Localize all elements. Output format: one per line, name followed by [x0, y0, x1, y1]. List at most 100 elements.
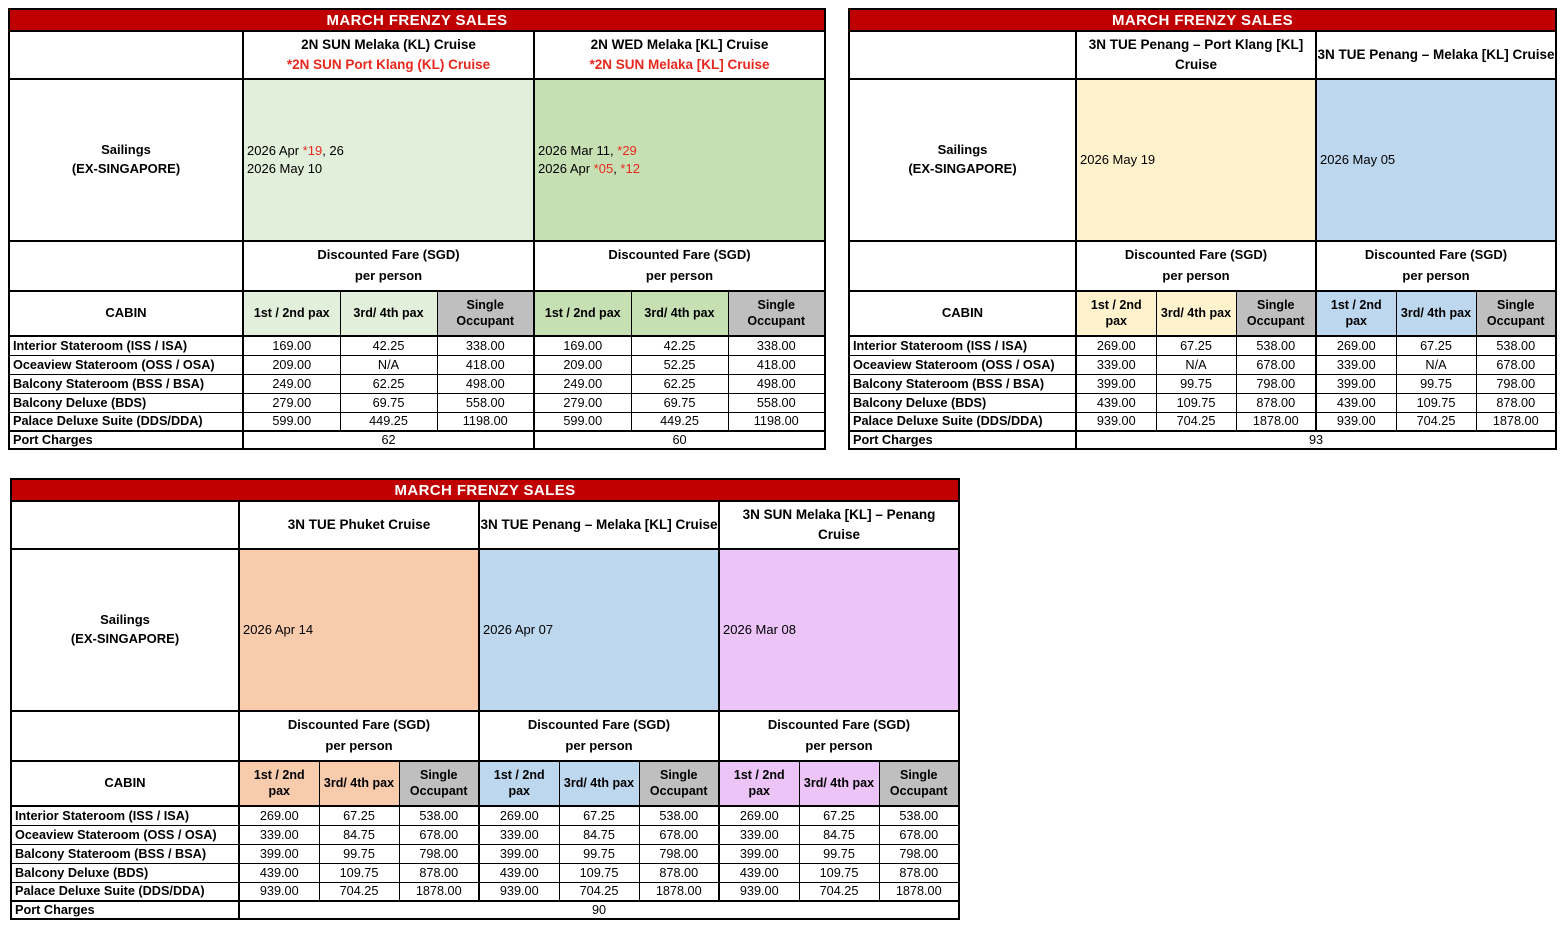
price-cell: 798.00	[1475, 373, 1557, 394]
price-cell: 67.25	[1395, 335, 1477, 356]
price-cell: 269.00	[238, 805, 320, 826]
price-cell: 439.00	[238, 862, 320, 883]
price-cell: 878.00	[1235, 392, 1317, 413]
sailing-dates-cell: 2026 Apr 14	[238, 548, 480, 712]
price-cell: 169.00	[533, 335, 632, 356]
price-cell: 1878.00	[1475, 411, 1557, 432]
cruise-name: 3N SUN Melaka [KL] – Penang Cruise	[742, 506, 936, 542]
price-cell: N/A	[1395, 354, 1477, 375]
cruise-name: 3N TUE Penang – Melaka [KL] Cruise	[1317, 46, 1555, 62]
fare-header: Discounted Fare (SGD) per person	[533, 240, 826, 292]
sailing-dates-cell: 2026 Mar 11, *29 2026 Apr *05, *12	[533, 78, 826, 242]
price-cell: 1878.00	[1235, 411, 1317, 432]
price-cell: 249.00	[242, 373, 341, 394]
price-cell: 704.25	[798, 881, 880, 902]
price-cell: 279.00	[242, 392, 341, 413]
price-cell: 67.25	[798, 805, 880, 826]
price-cell: 558.00	[727, 392, 826, 413]
price-cell: 418.00	[436, 354, 535, 375]
price-cell: 1878.00	[638, 881, 720, 902]
price-cell: 439.00	[718, 862, 800, 883]
cruise-name: 2N WED Melaka [KL] Cruise	[590, 36, 769, 52]
cabin-name: Palace Deluxe Suite (DDS/DDA)	[8, 411, 244, 432]
price-cell: 109.75	[318, 862, 400, 883]
sailing-dates-cell: 2026 Mar 08	[718, 548, 960, 712]
cabin-name: Balcony Stateroom (BSS / BSA)	[8, 373, 244, 394]
col-header-3rd-4th-pax: 3rd/ 4th pax	[630, 290, 729, 337]
price-cell: 939.00	[1075, 411, 1157, 432]
price-cell: 678.00	[878, 824, 960, 845]
price-cell: 704.25	[1155, 411, 1237, 432]
cabin-name: Oceaview Stateroom (OSS / OSA)	[10, 824, 240, 845]
fare-header: Discounted Fare (SGD) per person	[478, 710, 720, 762]
cruise-header: 2N WED Melaka [KL] Cruise *2N SUN Melaka…	[533, 30, 826, 80]
port-charges-value: 90	[238, 900, 960, 920]
price-cell: 84.75	[798, 824, 880, 845]
table-row: Oceaview Stateroom (OSS / OSA) 209.00 N/…	[8, 354, 826, 375]
price-cell: 99.75	[798, 843, 880, 864]
price-cell: 269.00	[718, 805, 800, 826]
price-cell: 878.00	[638, 862, 720, 883]
price-cell: 878.00	[1475, 392, 1557, 413]
cabin-name: Balcony Stateroom (BSS / BSA)	[848, 373, 1077, 394]
sailing-date-line: 2026 May 19	[1080, 151, 1156, 167]
port-charges-label: Port Charges	[848, 430, 1077, 450]
sailing-date-line: 2026 Mar 08	[723, 621, 796, 637]
price-cell: 939.00	[238, 881, 320, 902]
price-cell: 939.00	[1315, 411, 1397, 432]
price-cell: 498.00	[727, 373, 826, 394]
price-cell: 209.00	[242, 354, 341, 375]
col-header-single-occupant: Single Occupant	[1475, 290, 1557, 337]
table-row: Palace Deluxe Suite (DDS/DDA) 599.00 449…	[8, 411, 826, 432]
port-charges-value: 62	[242, 430, 535, 450]
cruise-header: 3N TUE Penang – Port Klang [KL] Cruise	[1075, 30, 1317, 80]
price-cell: 84.75	[558, 824, 640, 845]
price-cell: 269.00	[1315, 335, 1397, 356]
cruise-name-alt: *2N SUN Port Klang (KL) Cruise	[286, 57, 491, 72]
price-cell: 798.00	[398, 843, 480, 864]
sailing-date-line: 2026 May 10	[247, 161, 323, 176]
cruise-header: 3N TUE Penang – Melaka [KL] Cruise	[478, 500, 720, 550]
price-cell: 538.00	[878, 805, 960, 826]
blank-cell	[8, 30, 244, 80]
price-cell: 678.00	[1235, 354, 1317, 375]
price-cell: 878.00	[878, 862, 960, 883]
sailing-dates-cell: 2026 Apr 07	[478, 548, 720, 712]
price-cell: 67.25	[558, 805, 640, 826]
price-cell: 42.25	[339, 335, 438, 356]
table-row: Interior Stateroom (ISS / ISA) 169.00 42…	[8, 335, 826, 356]
col-header-3rd-4th-pax: 3rd/ 4th pax	[558, 760, 640, 807]
price-cell: 798.00	[878, 843, 960, 864]
fare-header: Discounted Fare (SGD) per person	[1315, 240, 1557, 292]
price-cell: 338.00	[727, 335, 826, 356]
col-header-single-occupant: Single Occupant	[398, 760, 480, 807]
cruise-header: 3N TUE Phuket Cruise	[238, 500, 480, 550]
price-cell: 418.00	[727, 354, 826, 375]
price-cell: 279.00	[533, 392, 632, 413]
table-row: Palace Deluxe Suite (DDS/DDA) 939.00 704…	[848, 411, 1557, 432]
cabin-name: Balcony Deluxe (BDS)	[848, 392, 1077, 413]
price-cell: 269.00	[478, 805, 560, 826]
cabin-name: Balcony Deluxe (BDS)	[10, 862, 240, 883]
banner-title: MARCH FRENZY SALES	[10, 478, 960, 502]
table-row: Palace Deluxe Suite (DDS/DDA) 939.00 704…	[10, 881, 960, 902]
price-cell: 99.75	[1155, 373, 1237, 394]
price-cell: 439.00	[1075, 392, 1157, 413]
sailings-label: Sailings (EX-SINGAPORE)	[848, 78, 1077, 242]
price-cell: 1198.00	[436, 411, 535, 432]
sailing-dates-cell: 2026 May 19	[1075, 78, 1317, 242]
price-cell: 399.00	[718, 843, 800, 864]
cruise-name: 3N TUE Penang – Port Klang [KL] Cruise	[1088, 36, 1304, 72]
price-cell: 99.75	[1395, 373, 1477, 394]
price-cell: 599.00	[242, 411, 341, 432]
cabin-name: Balcony Deluxe (BDS)	[8, 392, 244, 413]
price-cell: 704.25	[318, 881, 400, 902]
price-cell: 109.75	[1155, 392, 1237, 413]
sailing-date-line: 2026 Mar 11, *29	[538, 142, 637, 158]
price-cell: 109.75	[558, 862, 640, 883]
cabin-name: Palace Deluxe Suite (DDS/DDA)	[10, 881, 240, 902]
price-cell: 498.00	[436, 373, 535, 394]
price-cell: 62.25	[630, 373, 729, 394]
cabin-header: CABIN	[8, 290, 244, 337]
cabin-name: Interior Stateroom (ISS / ISA)	[8, 335, 244, 356]
